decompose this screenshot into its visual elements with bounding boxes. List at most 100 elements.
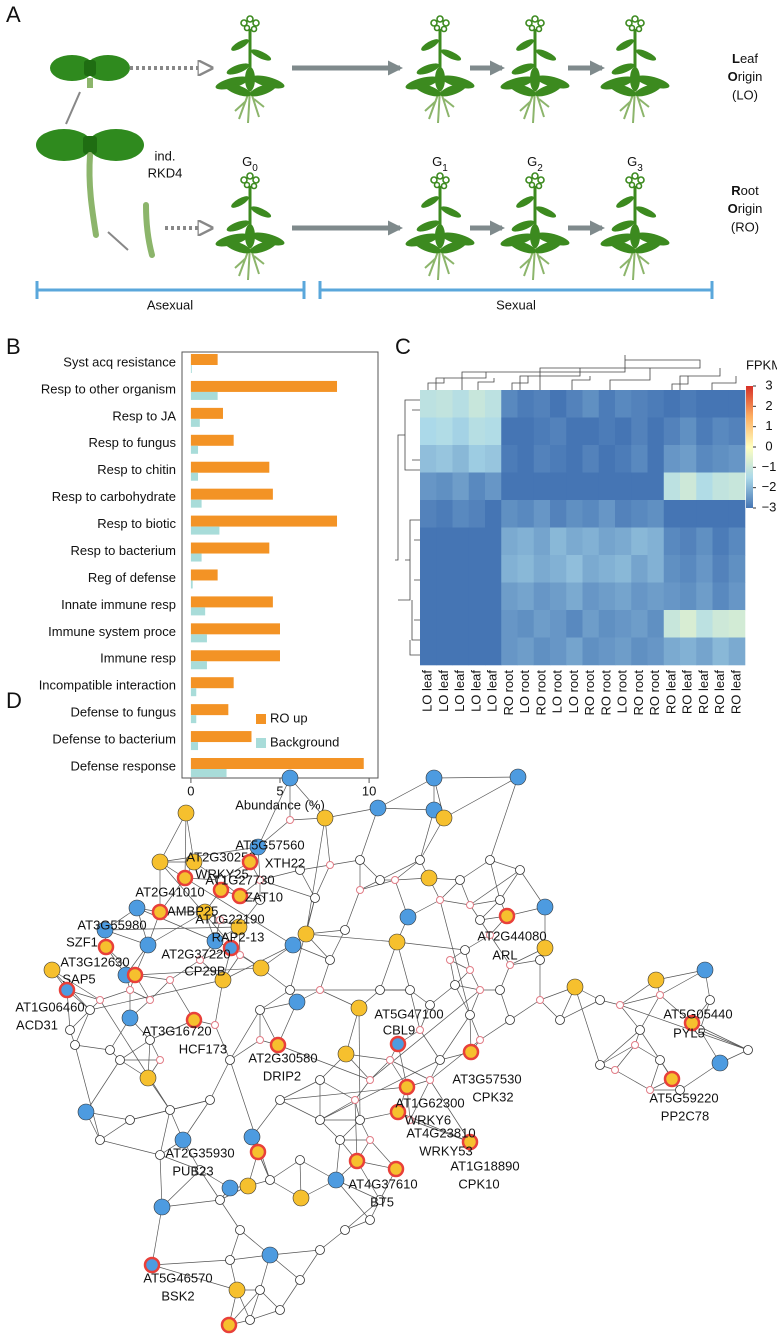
gene-node bbox=[498, 907, 516, 925]
colorbar-tick-label: −3 bbox=[762, 499, 777, 514]
induction-label: ind. bbox=[155, 148, 176, 163]
node bbox=[196, 903, 214, 921]
heatmap-cell bbox=[501, 472, 518, 501]
heatmap-cell bbox=[663, 472, 681, 501]
node bbox=[425, 1000, 435, 1010]
heatmap-cell bbox=[680, 390, 697, 418]
colorbar-tick-label: 1 bbox=[765, 418, 772, 433]
heatmap-cell bbox=[501, 390, 518, 418]
network-edge bbox=[305, 817, 326, 935]
node bbox=[206, 932, 224, 950]
network-edge bbox=[299, 1249, 321, 1281]
heatmap-cell bbox=[420, 582, 437, 611]
node bbox=[70, 1040, 80, 1050]
network-edge bbox=[649, 1059, 661, 1091]
network-edge bbox=[99, 1119, 131, 1141]
heatmap-cell bbox=[533, 500, 551, 528]
gene-locus: AT1G06460 bbox=[15, 999, 84, 1014]
network-edge bbox=[289, 897, 316, 991]
column-label: LO leaf bbox=[452, 670, 467, 712]
node bbox=[225, 1055, 235, 1065]
heatmap-cell bbox=[468, 500, 486, 528]
node bbox=[506, 961, 514, 969]
heatmap-cell bbox=[550, 390, 567, 418]
heatmap-cell bbox=[566, 610, 583, 638]
phase-brackets bbox=[35, 281, 714, 299]
heatmap-cell bbox=[501, 555, 518, 583]
heatmap-cell bbox=[680, 527, 697, 556]
bar bbox=[190, 365, 192, 373]
network-edge bbox=[429, 984, 456, 1006]
node bbox=[220, 1316, 238, 1334]
node bbox=[435, 1055, 445, 1065]
network-edge bbox=[259, 879, 316, 899]
heatmap-cell bbox=[647, 555, 665, 583]
heatmap-cell bbox=[485, 637, 502, 666]
network-edge bbox=[614, 1044, 636, 1071]
gene-node bbox=[222, 939, 240, 957]
network-edge bbox=[214, 1024, 231, 1061]
node bbox=[225, 1255, 235, 1265]
column-label: LO leaf bbox=[436, 670, 451, 712]
heatmap-cell bbox=[728, 637, 746, 666]
column-label: RO root bbox=[501, 670, 516, 716]
heatmap-cell bbox=[712, 637, 730, 666]
colorbar-tick-label: 0 bbox=[765, 438, 772, 453]
network-edge bbox=[305, 933, 398, 943]
network-edge bbox=[509, 999, 541, 1021]
node bbox=[426, 1076, 434, 1084]
heatmap-cell bbox=[663, 610, 681, 638]
heatmap-cell bbox=[517, 610, 535, 638]
heatmap-cell bbox=[517, 527, 535, 556]
heatmap-cell bbox=[680, 472, 697, 501]
column-label: RO leaf bbox=[663, 670, 678, 714]
network-edge bbox=[359, 879, 396, 891]
network-edge bbox=[419, 1029, 441, 1061]
node bbox=[215, 1195, 225, 1205]
plant bbox=[497, 14, 573, 125]
heatmap-cell bbox=[728, 472, 746, 501]
phase-label: Sexual bbox=[496, 297, 536, 312]
heatmap-cell bbox=[566, 555, 583, 583]
gene-name: CPK10 bbox=[458, 1176, 499, 1191]
node bbox=[399, 908, 417, 926]
heatmap-cell bbox=[598, 637, 616, 666]
node bbox=[295, 1275, 305, 1285]
heatmap-cell bbox=[728, 445, 746, 473]
node bbox=[646, 1086, 654, 1094]
heatmap-cell bbox=[696, 527, 713, 556]
network-edge bbox=[574, 986, 601, 1066]
network-edge bbox=[319, 1099, 356, 1121]
heatmap-cell bbox=[680, 417, 697, 446]
node bbox=[174, 1131, 192, 1149]
heatmap-cell bbox=[631, 527, 648, 556]
heatmap-cell bbox=[696, 582, 713, 611]
node bbox=[211, 1021, 219, 1029]
network-edge bbox=[134, 967, 262, 976]
network-edge bbox=[469, 869, 521, 906]
network-edge bbox=[279, 1279, 301, 1311]
arrows bbox=[130, 68, 605, 228]
network-edge bbox=[499, 869, 521, 901]
network-edge bbox=[314, 864, 331, 899]
heatmap-cell bbox=[631, 637, 648, 666]
node bbox=[595, 995, 605, 1005]
node bbox=[221, 1179, 239, 1197]
network-edge bbox=[279, 1099, 321, 1121]
gene-locus: AT5G05440 bbox=[663, 1006, 732, 1021]
colorbar-tick-label: −2 bbox=[762, 479, 777, 494]
network-edge bbox=[219, 1199, 241, 1231]
node bbox=[230, 918, 248, 936]
bar bbox=[190, 418, 200, 427]
node bbox=[249, 838, 267, 856]
category-label: Resp to fungus bbox=[89, 435, 177, 450]
node bbox=[365, 1215, 375, 1225]
node bbox=[195, 1165, 205, 1175]
lineage-initial: O bbox=[728, 201, 738, 216]
node bbox=[153, 1198, 171, 1216]
node bbox=[375, 875, 385, 885]
network-edge bbox=[439, 1014, 471, 1061]
network-edge bbox=[74, 1009, 91, 1046]
node bbox=[476, 986, 484, 994]
